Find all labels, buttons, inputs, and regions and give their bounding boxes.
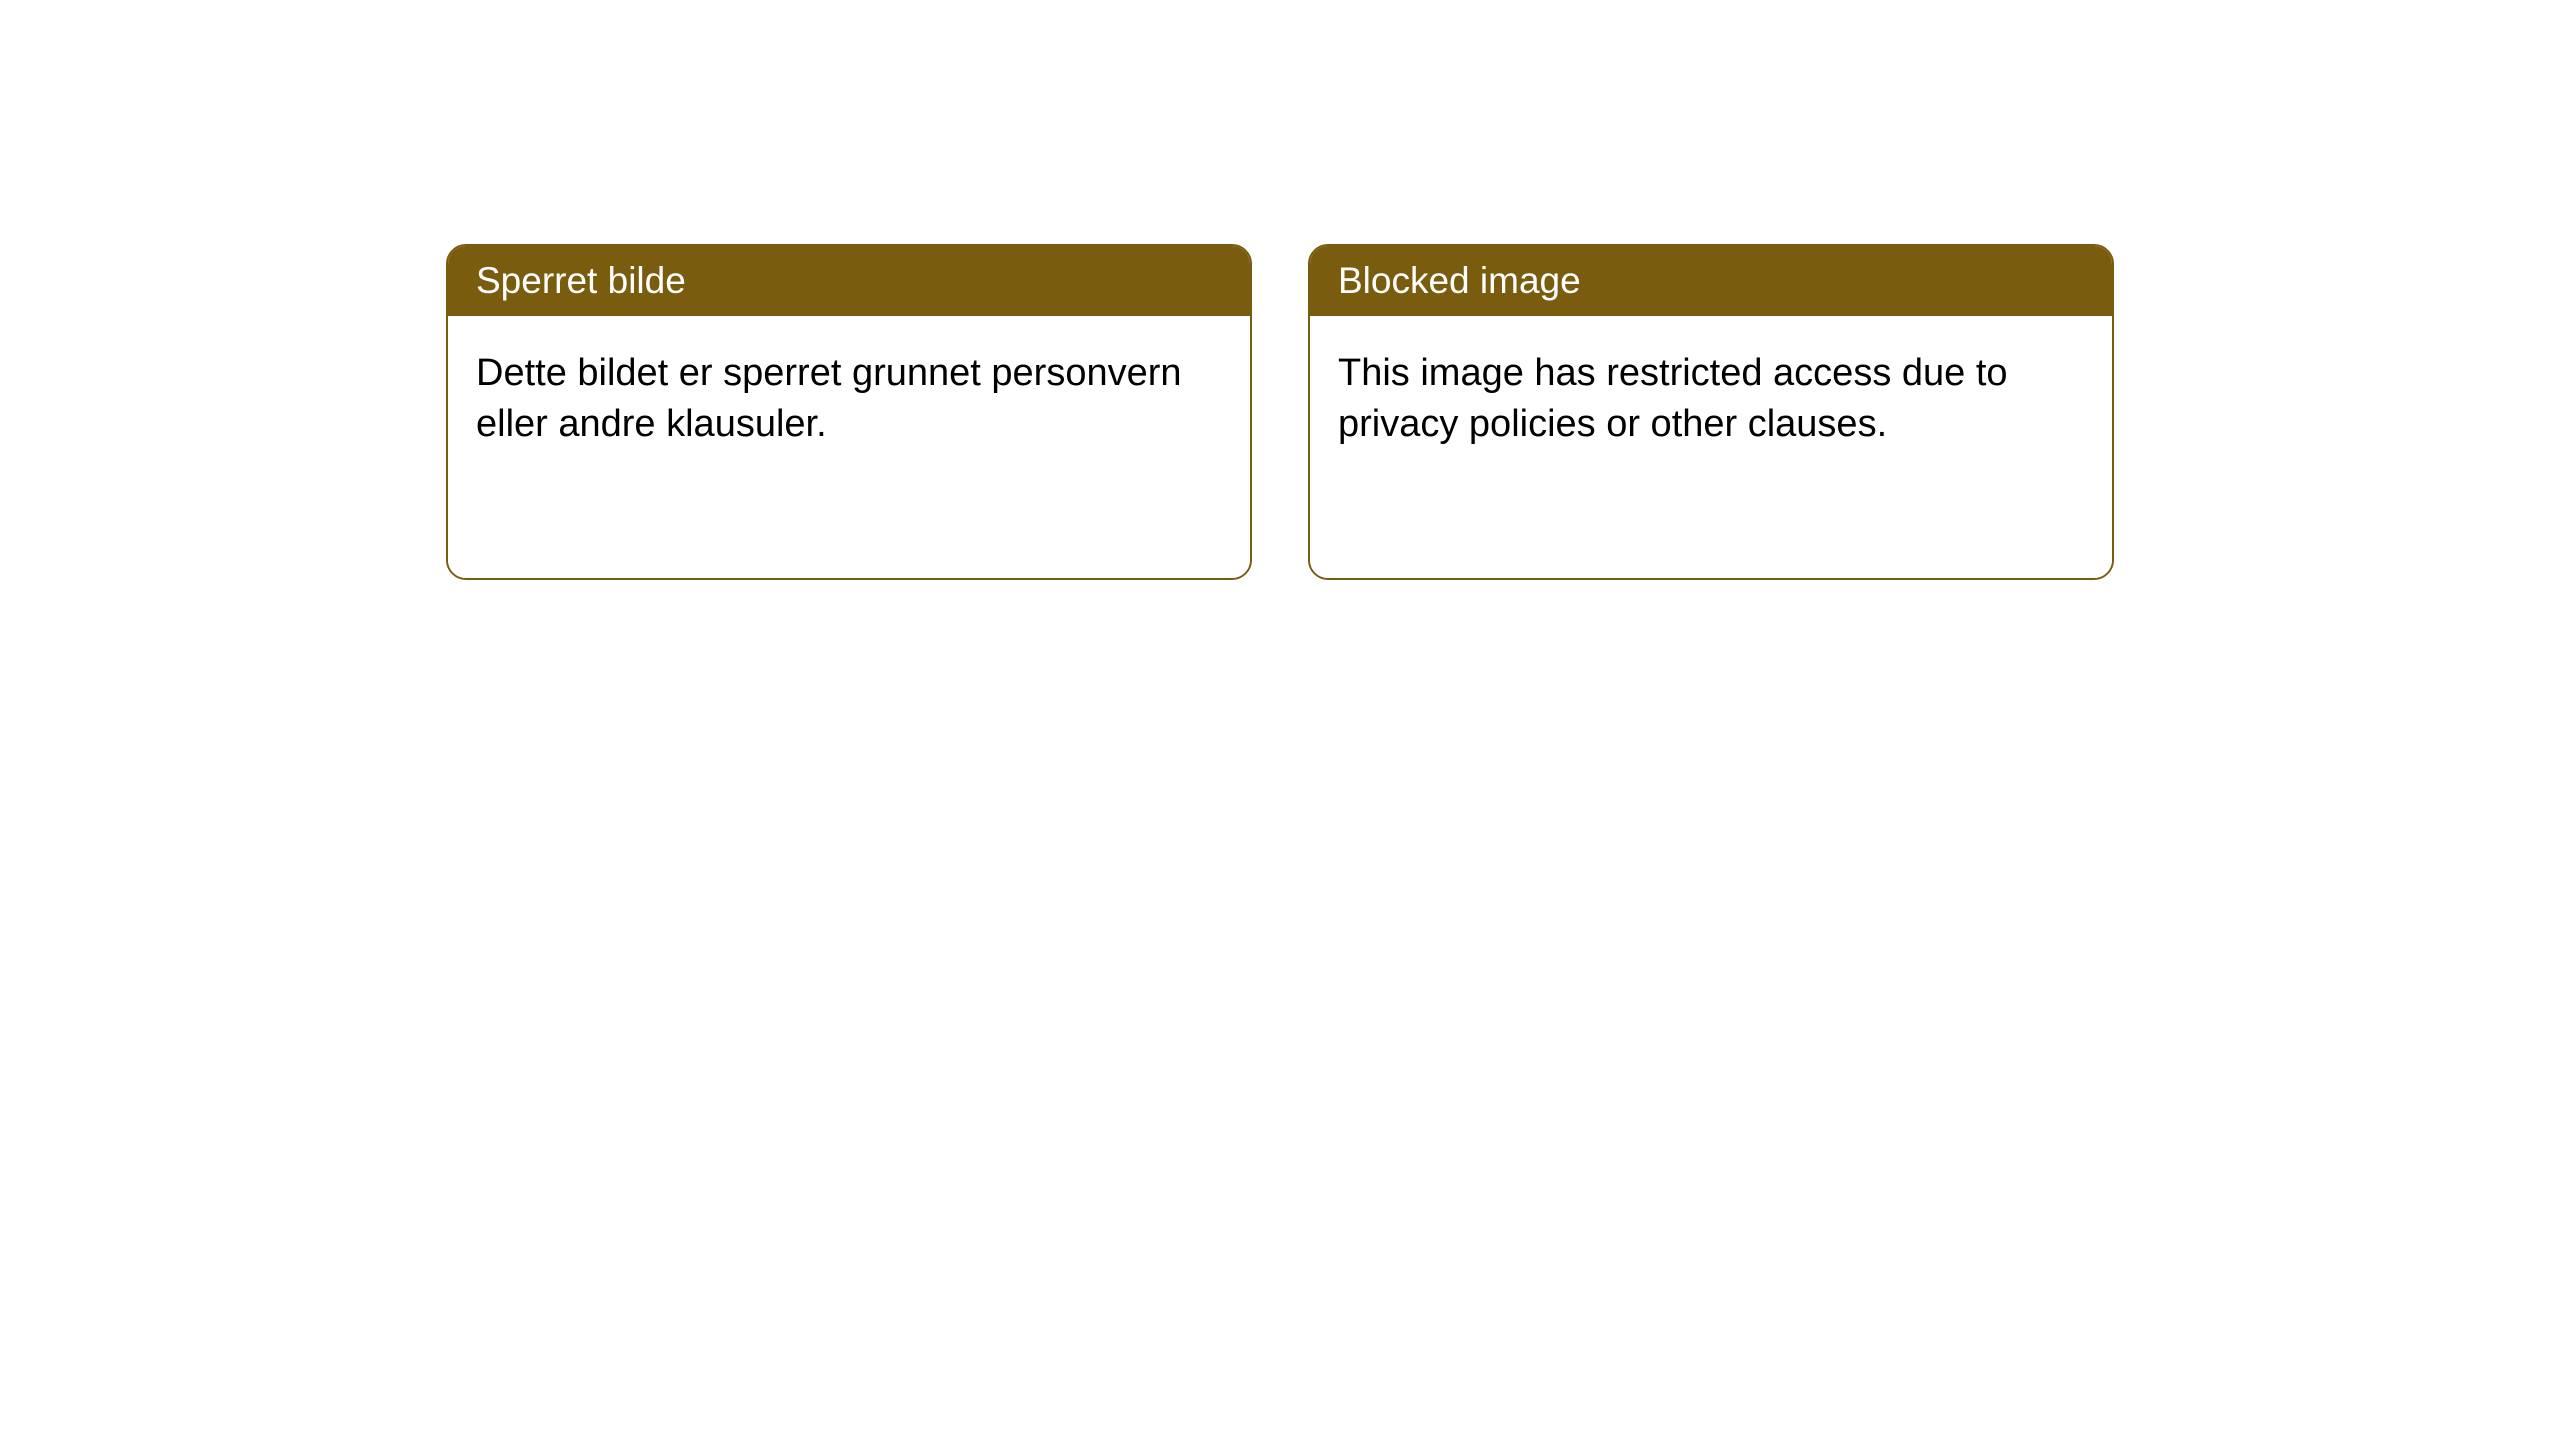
notice-container: Sperret bilde Dette bildet er sperret gr… bbox=[0, 0, 2560, 580]
notice-header: Blocked image bbox=[1310, 246, 2112, 316]
notice-body: This image has restricted access due to … bbox=[1310, 316, 2112, 578]
notice-header: Sperret bilde bbox=[448, 246, 1250, 316]
notice-body: Dette bildet er sperret grunnet personve… bbox=[448, 316, 1250, 578]
notice-card-english: Blocked image This image has restricted … bbox=[1308, 244, 2114, 580]
notice-card-norwegian: Sperret bilde Dette bildet er sperret gr… bbox=[446, 244, 1252, 580]
